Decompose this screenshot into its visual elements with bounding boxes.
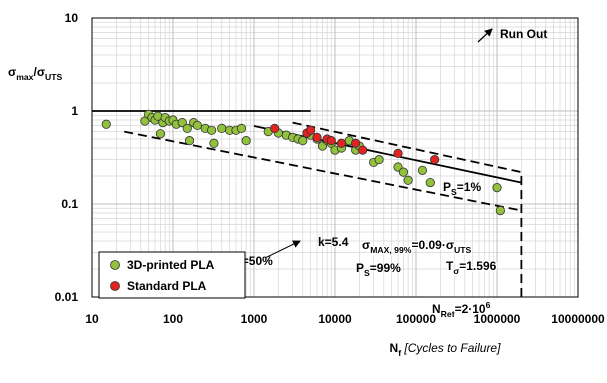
label-part: k=5.4 <box>318 235 349 249</box>
label-part: =1.596 <box>459 259 496 273</box>
label-part: N <box>432 302 441 316</box>
data-point <box>155 129 166 139</box>
label-part: S <box>364 268 370 278</box>
x-axis-label: Nf [Cycles to Failure] <box>390 341 502 358</box>
legend-swatch <box>110 281 120 291</box>
legend-swatch <box>110 260 120 270</box>
label-part: MAX, 99% <box>370 245 412 255</box>
label-part: UTS <box>454 245 471 255</box>
label-part: N <box>390 341 399 355</box>
annotation: k=5.4 <box>318 235 349 249</box>
points <box>101 109 505 216</box>
data-point <box>182 123 192 133</box>
data-point <box>417 165 428 175</box>
reference-line <box>292 121 522 174</box>
run-out-arrow <box>477 28 493 43</box>
label-part: P <box>443 180 451 194</box>
label-part: T <box>446 259 454 273</box>
data-point <box>192 120 202 131</box>
data-point <box>403 175 413 185</box>
data-point <box>207 125 217 135</box>
legend-label: 3D-printed PLA <box>127 258 215 272</box>
x-tick-label: 1000000 <box>474 312 521 326</box>
data-point <box>101 119 111 129</box>
label-part: max <box>16 72 33 82</box>
label-part: σ <box>8 65 16 79</box>
data-point <box>326 136 336 146</box>
y-tick-label: 1 <box>71 104 78 118</box>
y-tick-label: 0.1 <box>61 197 78 211</box>
data-point <box>270 123 280 133</box>
x-tick-label: 1000 <box>241 312 268 326</box>
annotations: PS=1%PS=50%k=5.4PS=99%σMAX, 99%=0.09·σUT… <box>228 27 547 321</box>
data-point <box>209 138 219 148</box>
label-part: f <box>398 348 401 358</box>
label-part: /σ <box>33 65 45 79</box>
data-point <box>358 145 368 155</box>
legend: 3D-printed PLA Standard PLA <box>98 251 246 299</box>
label-part: P <box>356 261 364 275</box>
x-tick-label: 100000 <box>396 312 436 326</box>
annotation: σMAX, 99%=0.09·σUTS <box>362 238 472 255</box>
label-part: σ <box>453 266 459 276</box>
data-point <box>336 138 347 148</box>
data-point <box>374 155 384 165</box>
data-point <box>236 123 247 133</box>
annotation-arrow <box>264 240 301 259</box>
label-part: =1% <box>457 180 482 194</box>
label-part: σ <box>362 238 370 252</box>
label-part: =2·10 <box>455 302 486 316</box>
y-axis-label: σmax/σUTS <box>8 65 63 82</box>
plot-frame <box>91 17 579 298</box>
data-point <box>177 118 187 128</box>
data-point <box>430 155 440 165</box>
data-point <box>492 183 502 193</box>
label-italic: [Cycles to Failure] <box>401 341 501 355</box>
data-point <box>351 138 361 148</box>
data-point <box>217 123 227 133</box>
grid: 10 100 1000 10000 100000 1000000 10000000 0.01 0… <box>8 11 605 358</box>
label-part: Run Out <box>500 27 547 41</box>
label-part: S <box>451 187 457 197</box>
annotation: PS=1% <box>443 180 481 197</box>
x-tick-label: 10000 <box>318 312 352 326</box>
x-tick-label: 10000000 <box>551 312 605 326</box>
y-tick-label: 0.01 <box>55 290 79 304</box>
x-tick-label: 10 <box>85 312 99 326</box>
data-point <box>312 132 322 143</box>
data-point <box>306 125 316 135</box>
annotation: Run Out <box>500 27 547 41</box>
data-point <box>184 136 195 146</box>
y-tick-label: 10 <box>65 11 79 25</box>
label-part: Ref <box>441 309 455 319</box>
legend-label: Standard PLA <box>127 279 207 293</box>
annotation: Tσ=1.596 <box>446 259 497 276</box>
label-part: =0.09·σ <box>411 238 454 252</box>
label-part: =99% <box>370 261 401 275</box>
legend-box <box>98 251 246 299</box>
reference-line <box>124 130 522 212</box>
annotation: PS=99% <box>356 261 401 278</box>
label-part: 6 <box>486 300 491 310</box>
data-point <box>495 205 505 216</box>
label-part: UTS <box>45 72 62 82</box>
data-point <box>298 136 308 146</box>
data-point <box>398 167 409 177</box>
annotation: NRef=2·106 <box>432 300 491 319</box>
data-point <box>393 148 403 159</box>
data-point <box>425 177 435 188</box>
data-point <box>241 136 251 146</box>
x-tick-label: 100 <box>163 312 183 326</box>
